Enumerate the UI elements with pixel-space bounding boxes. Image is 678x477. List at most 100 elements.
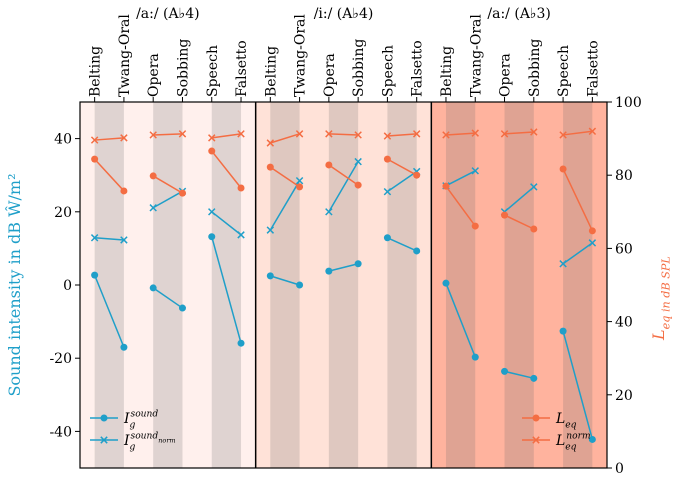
- marker-x: [325, 130, 333, 138]
- marker-x-stroke: [500, 130, 509, 138]
- marker-dot: [471, 353, 479, 361]
- panel-title: /i:/ (A♭4): [314, 6, 374, 22]
- y-tick-label: 0: [63, 278, 72, 294]
- marker-dot: [530, 225, 538, 233]
- marker-dot: [120, 343, 128, 351]
- marker-x-stroke: [149, 131, 157, 139]
- marker-x: [178, 130, 187, 138]
- category-label: Twang-Oral: [468, 14, 484, 97]
- category-band: [504, 102, 534, 468]
- series-line: [562, 168, 594, 232]
- marker-x: [532, 436, 540, 444]
- y2-tick-label: 40: [615, 315, 633, 331]
- marker-x: [149, 131, 157, 139]
- marker-x: [442, 131, 450, 139]
- category-label: Opera: [498, 53, 514, 97]
- series-line: [328, 263, 359, 272]
- marker-x: [149, 204, 157, 212]
- marker-x: [237, 231, 245, 239]
- category-label: Opera: [146, 53, 162, 97]
- legend-label: Leq: [555, 411, 577, 431]
- marker-dot: [266, 272, 274, 280]
- marker-x-stroke: [266, 139, 275, 147]
- series-line: [445, 185, 476, 227]
- category-label: Belting: [439, 46, 455, 97]
- marker-x-stroke: [532, 436, 540, 444]
- marker-dot: [149, 284, 157, 292]
- series-line: [152, 287, 183, 309]
- marker-dot: [442, 182, 450, 190]
- marker-x: [100, 436, 108, 444]
- marker-dot: [588, 435, 596, 443]
- marker-x: [559, 131, 567, 139]
- marker-x-stroke: [530, 183, 538, 191]
- marker-dot: [149, 172, 157, 180]
- marker-x-stroke: [295, 176, 304, 185]
- marker-x-stroke: [559, 131, 567, 139]
- marker-x: [471, 167, 479, 175]
- series-line: [211, 133, 242, 139]
- series-line: [94, 137, 124, 141]
- y-tick-label: 20: [54, 205, 72, 221]
- y2-tick-label: 60: [615, 241, 633, 257]
- marker-dot: [296, 281, 304, 289]
- marker-dot: [91, 271, 99, 279]
- marker-x: [471, 129, 479, 137]
- marker-x-stroke: [178, 130, 187, 138]
- category-band: [270, 102, 300, 468]
- category-label: Speech: [380, 45, 396, 97]
- series-line: [152, 175, 183, 194]
- marker-x-stroke: [208, 208, 216, 216]
- marker-x-stroke: [208, 134, 216, 142]
- marker-x-stroke: [354, 131, 362, 139]
- marker-x-stroke: [325, 130, 333, 138]
- category-label: Sobbing: [527, 39, 543, 97]
- marker-dot: [501, 211, 509, 219]
- marker-dot: [442, 279, 450, 287]
- series-line: [94, 158, 125, 192]
- category-label: Belting: [88, 46, 104, 97]
- series-line: [445, 282, 476, 358]
- category-label: Falsetto: [585, 40, 601, 97]
- marker-dot: [354, 181, 362, 189]
- marker-dot: [91, 155, 99, 163]
- series-line: [386, 170, 418, 193]
- panel-background: [80, 102, 256, 468]
- category-label: Opera: [322, 53, 338, 97]
- panel-title: /a:/ (A♭3): [487, 6, 551, 22]
- y-tick-label: -40: [49, 424, 72, 440]
- series-line: [387, 158, 418, 176]
- series-line: [94, 237, 124, 241]
- marker-dot: [354, 260, 362, 268]
- marker-x: [266, 139, 275, 147]
- marker-x: [383, 132, 392, 140]
- marker-x-stroke: [442, 131, 450, 139]
- marker-x-stroke: [295, 130, 304, 138]
- marker-dot: [237, 184, 245, 192]
- marker-dot: [588, 227, 596, 235]
- marker-x: [530, 183, 538, 191]
- category-band: [328, 102, 359, 468]
- marker-x: [208, 208, 216, 216]
- marker-dot: [208, 233, 216, 241]
- marker-x-stroke: [412, 130, 421, 138]
- marker-x-stroke: [383, 132, 392, 140]
- marker-x: [90, 136, 99, 144]
- marker-dot: [530, 374, 538, 382]
- marker-dot: [120, 187, 128, 195]
- marker-dot: [237, 339, 245, 347]
- marker-dot: [266, 163, 274, 171]
- marker-x-stroke: [237, 231, 245, 239]
- y2-tick-label: 20: [615, 388, 633, 404]
- category-label: Sobbing: [175, 39, 191, 97]
- marker-x: [208, 134, 216, 142]
- marker-x: [266, 226, 275, 234]
- series-line: [562, 242, 593, 265]
- series-line: [328, 133, 359, 136]
- marker-x: [588, 239, 597, 247]
- panel-background: [255, 102, 432, 468]
- marker-dot: [178, 189, 186, 197]
- marker-x-stroke: [471, 167, 479, 175]
- series-line: [211, 236, 242, 344]
- marker-dot: [208, 147, 216, 155]
